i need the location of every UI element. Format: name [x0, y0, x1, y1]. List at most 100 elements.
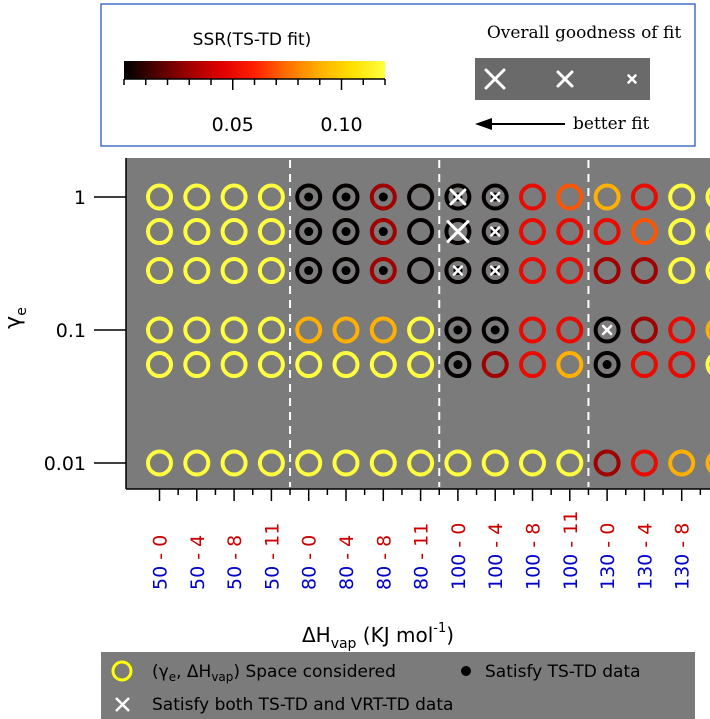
colorbar-tick-label: 0.05	[212, 114, 254, 136]
data-point	[444, 316, 472, 344]
better-fit-arrowhead	[475, 118, 492, 130]
ts-td-dot	[341, 192, 351, 202]
ts-td-dot	[304, 266, 314, 276]
data-point	[332, 257, 360, 285]
x-axis-title: ΔHvap (KJ mol-1)	[302, 621, 454, 652]
data-point	[593, 218, 621, 246]
x-tick-label: 50 - 11	[261, 523, 283, 590]
x-tick-label: 80 - 0	[299, 535, 321, 590]
ts-td-dot	[602, 360, 612, 370]
key-box: SSR(TS-TD fit) 0.05 0.10 Overall goodness…	[100, 3, 696, 147]
data-point	[705, 186, 710, 208]
x-tick-label: 50 - 8	[224, 535, 246, 590]
data-point	[183, 218, 211, 246]
data-point	[593, 183, 621, 211]
data-point	[481, 183, 509, 211]
y-axis-title: γe	[1, 307, 30, 329]
data-point	[220, 449, 248, 477]
data-point	[332, 316, 360, 344]
data-point	[481, 218, 509, 246]
data-point	[630, 351, 658, 379]
data-point	[369, 316, 397, 344]
data-point	[146, 316, 173, 344]
data-point	[444, 218, 472, 246]
ts-td-dot	[378, 227, 388, 237]
colorbar-title: SSR(TS-TD fit)	[193, 30, 312, 50]
fit-key-title: Overall goodness of fit	[487, 23, 682, 43]
legend-dot-marker	[461, 666, 471, 676]
data-point	[407, 316, 435, 344]
data-point	[705, 452, 710, 474]
data-point	[556, 449, 584, 477]
data-point	[295, 351, 323, 379]
data-point	[630, 316, 658, 344]
x-tick-label: 80 - 11	[411, 523, 433, 590]
data-point	[183, 183, 211, 211]
both-cross	[601, 324, 613, 336]
x-tick-label: 80 - 4	[336, 535, 358, 590]
legend-box	[101, 652, 695, 719]
ts-td-dot	[378, 266, 388, 276]
data-markers	[146, 183, 710, 477]
data-point	[332, 183, 360, 211]
legend-circle-label: (γe, ΔHvap) Space considered	[152, 662, 396, 684]
data-point	[146, 351, 173, 379]
data-point	[220, 218, 248, 246]
y-axis: 1 0.1 0.01	[44, 158, 127, 489]
data-point	[593, 449, 621, 477]
data-point	[519, 183, 546, 211]
data-point	[519, 218, 546, 246]
data-point	[519, 351, 546, 379]
data-point	[519, 316, 546, 344]
data-point	[556, 257, 584, 285]
fit-key-cross-medium	[556, 70, 574, 88]
better-fit-label: better fit	[573, 114, 650, 134]
data-point	[519, 257, 546, 285]
x-tick-label: 50 - 0	[150, 535, 172, 590]
x-tick-label: 100 - 11	[560, 511, 582, 590]
data-point	[444, 351, 472, 379]
data-point	[481, 351, 509, 379]
legend-dot-label: Satisfy TS-TD data	[485, 662, 641, 682]
data-point	[407, 183, 435, 211]
data-point	[668, 316, 696, 344]
data-point	[146, 183, 173, 211]
fit-key-box	[475, 58, 650, 100]
data-point	[183, 257, 211, 285]
data-point	[593, 316, 621, 344]
data-point	[481, 257, 509, 285]
data-point	[183, 351, 211, 379]
data-point	[369, 351, 397, 379]
data-point	[556, 183, 584, 211]
data-point	[705, 354, 710, 375]
fit-key-cross-small	[627, 74, 637, 84]
data-point	[630, 257, 658, 285]
data-point	[295, 257, 323, 285]
data-point	[332, 218, 360, 246]
ts-td-dot	[453, 325, 463, 335]
data-point	[220, 316, 248, 344]
data-point	[257, 351, 285, 379]
data-point	[705, 221, 710, 242]
data-point	[444, 449, 472, 477]
data-point	[444, 183, 472, 211]
data-point	[220, 183, 248, 211]
data-point	[257, 218, 285, 246]
data-point	[593, 257, 621, 285]
data-point	[705, 319, 710, 341]
colorbar-tick-label: 0.10	[320, 114, 362, 136]
data-point	[146, 218, 173, 246]
ts-td-dot	[490, 325, 500, 335]
y-tick-label: 0.1	[56, 320, 86, 342]
data-point	[183, 449, 211, 477]
both-cross	[449, 188, 467, 206]
colorbar: 0.05 0.10	[123, 61, 386, 136]
data-point	[481, 449, 509, 477]
x-tick-label: 130 - 4	[634, 523, 656, 590]
data-point	[407, 449, 435, 477]
data-point	[705, 260, 710, 281]
data-point	[369, 449, 397, 477]
data-point	[257, 183, 285, 211]
both-cross	[489, 265, 501, 276]
